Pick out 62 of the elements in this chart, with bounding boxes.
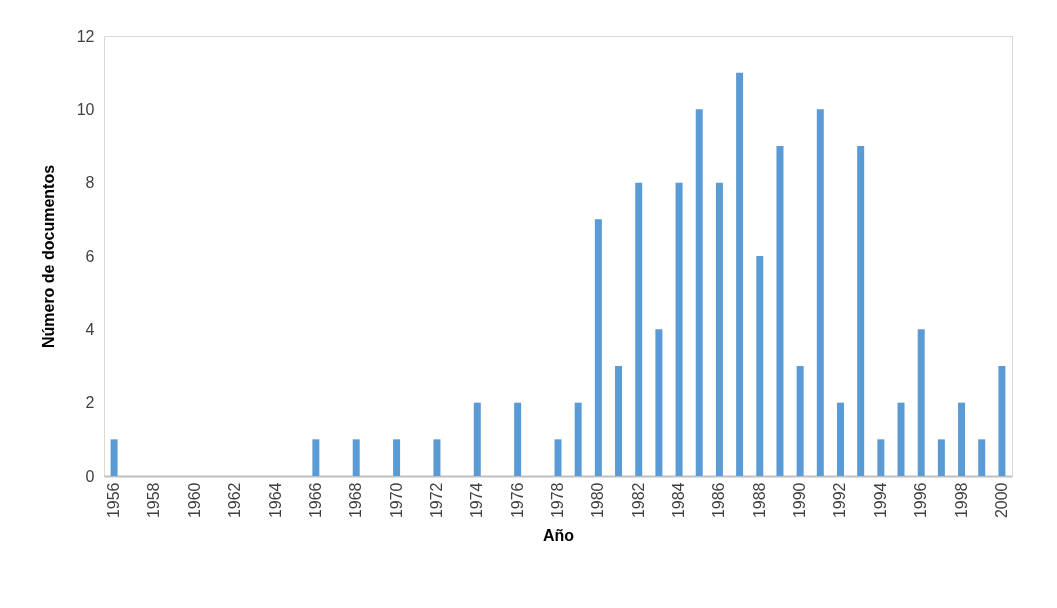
y-tick-label: 6 xyxy=(85,247,95,265)
bar xyxy=(877,439,885,476)
x-axis-title: Año xyxy=(542,527,575,545)
x-tick-label: 1984 xyxy=(670,482,688,519)
bar xyxy=(675,182,683,476)
y-tick-label: 2 xyxy=(85,394,95,412)
y-tick-label: 8 xyxy=(85,174,95,192)
x-tick-label: 1962 xyxy=(226,482,244,519)
bar xyxy=(776,146,784,476)
x-tick-label: 1956 xyxy=(105,482,123,519)
bar xyxy=(958,402,966,476)
y-axis-title: Número de documentos xyxy=(39,164,57,349)
bar xyxy=(473,402,481,476)
x-tick-label: 1990 xyxy=(791,482,809,519)
bar xyxy=(937,439,945,476)
bar xyxy=(756,256,764,476)
bar xyxy=(393,439,401,476)
x-tick-label: 1974 xyxy=(468,482,486,519)
x-tick-label: 1996 xyxy=(912,482,930,519)
x-tick-label: 1986 xyxy=(710,482,728,519)
x-tick-label: 1982 xyxy=(629,482,647,519)
bar xyxy=(655,329,663,476)
bar xyxy=(554,439,562,476)
x-tick-label: 1998 xyxy=(952,482,970,519)
bar xyxy=(594,219,602,476)
bar xyxy=(514,402,522,476)
x-tick-label: 1966 xyxy=(306,482,324,519)
x-tick-label: 1980 xyxy=(589,482,607,519)
x-tick-label: 1978 xyxy=(549,482,566,519)
bar xyxy=(836,402,844,476)
bar xyxy=(978,439,986,476)
bar xyxy=(857,146,865,476)
bar xyxy=(897,402,905,476)
bar xyxy=(736,72,744,476)
bar xyxy=(816,109,824,476)
x-tick-label: 1992 xyxy=(831,482,849,519)
bar xyxy=(615,366,623,476)
bar xyxy=(796,366,804,476)
x-tick-label: 2000 xyxy=(992,482,1010,519)
y-tick-label: 12 xyxy=(76,27,95,45)
bar xyxy=(635,182,643,476)
y-tick-label: 0 xyxy=(85,467,95,485)
x-tick-label: 1964 xyxy=(266,482,284,519)
bar xyxy=(110,439,118,476)
y-tick-label: 4 xyxy=(85,320,95,338)
x-tick-label: 1972 xyxy=(427,482,445,519)
x-tick-label: 1976 xyxy=(508,482,526,519)
y-tick-label: 10 xyxy=(76,100,95,118)
bar xyxy=(917,329,925,476)
x-tick-label: 1970 xyxy=(387,482,405,519)
bar xyxy=(312,439,320,476)
bar xyxy=(998,366,1006,476)
x-tick-label: 1958 xyxy=(145,482,163,519)
x-tick-label: 1988 xyxy=(750,482,768,519)
bar xyxy=(433,439,441,476)
x-tick-label: 1960 xyxy=(185,482,203,519)
bar xyxy=(695,109,703,476)
x-tick-label: 1968 xyxy=(347,482,365,519)
bar xyxy=(352,439,360,476)
bar xyxy=(574,402,582,476)
bar xyxy=(715,182,723,476)
x-tick-label: 1994 xyxy=(871,482,889,519)
